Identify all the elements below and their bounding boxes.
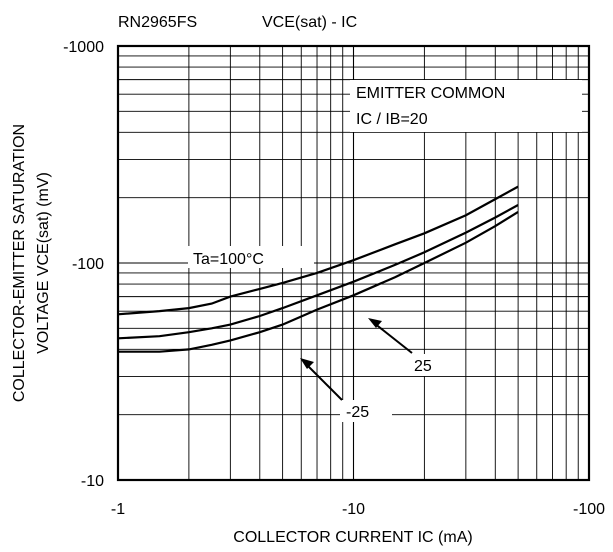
y-tick-label: -10 — [81, 473, 104, 490]
series-label-25: 25 — [414, 358, 432, 375]
y-axis-label-line1: COLLECTOR-EMITTER SATURATION — [11, 124, 28, 402]
arrowhead-minus25 — [300, 358, 314, 369]
part-number: RN2965FS — [118, 14, 197, 31]
annotation-ic-ib-ratio: IC / IB=20 — [356, 111, 428, 128]
series-label-100c: Ta=100°C — [193, 251, 264, 268]
series-label-minus25: -25 — [346, 404, 369, 421]
series-line-3 — [118, 210, 519, 353]
annotation-emitter-common: EMITTER COMMON — [356, 85, 505, 102]
label-100c-background — [188, 246, 314, 268]
y-tick-label: -100 — [72, 256, 104, 273]
x-tick-labels: -1 -10 -100 — [111, 501, 605, 518]
y-tick-labels: -10 -100 -1000 — [63, 39, 104, 490]
series-line-2 — [117, 204, 519, 340]
y-axis-label-line2: VOLTAGE VCE(sat) (mV) — [35, 172, 52, 354]
leader-line-minus25 — [305, 363, 343, 401]
x-tick-label: -10 — [342, 501, 365, 518]
plot-frame — [116, 44, 591, 482]
chart-title: VCE(sat) - IC — [262, 14, 357, 31]
x-axis-label: COLLECTOR CURRENT IC (mA) — [233, 529, 472, 546]
y-tick-label: -1000 — [63, 39, 104, 56]
x-tick-label: -100 — [573, 501, 605, 518]
label-25-background — [404, 354, 456, 376]
series-curves — [117, 185, 519, 353]
arrowhead-25 — [368, 318, 382, 328]
annotation-background — [350, 80, 582, 132]
label-minus25-background — [340, 400, 392, 422]
leader-line-25 — [373, 322, 413, 354]
series-line-1 — [117, 185, 519, 316]
x-tick-label: -1 — [111, 501, 125, 518]
